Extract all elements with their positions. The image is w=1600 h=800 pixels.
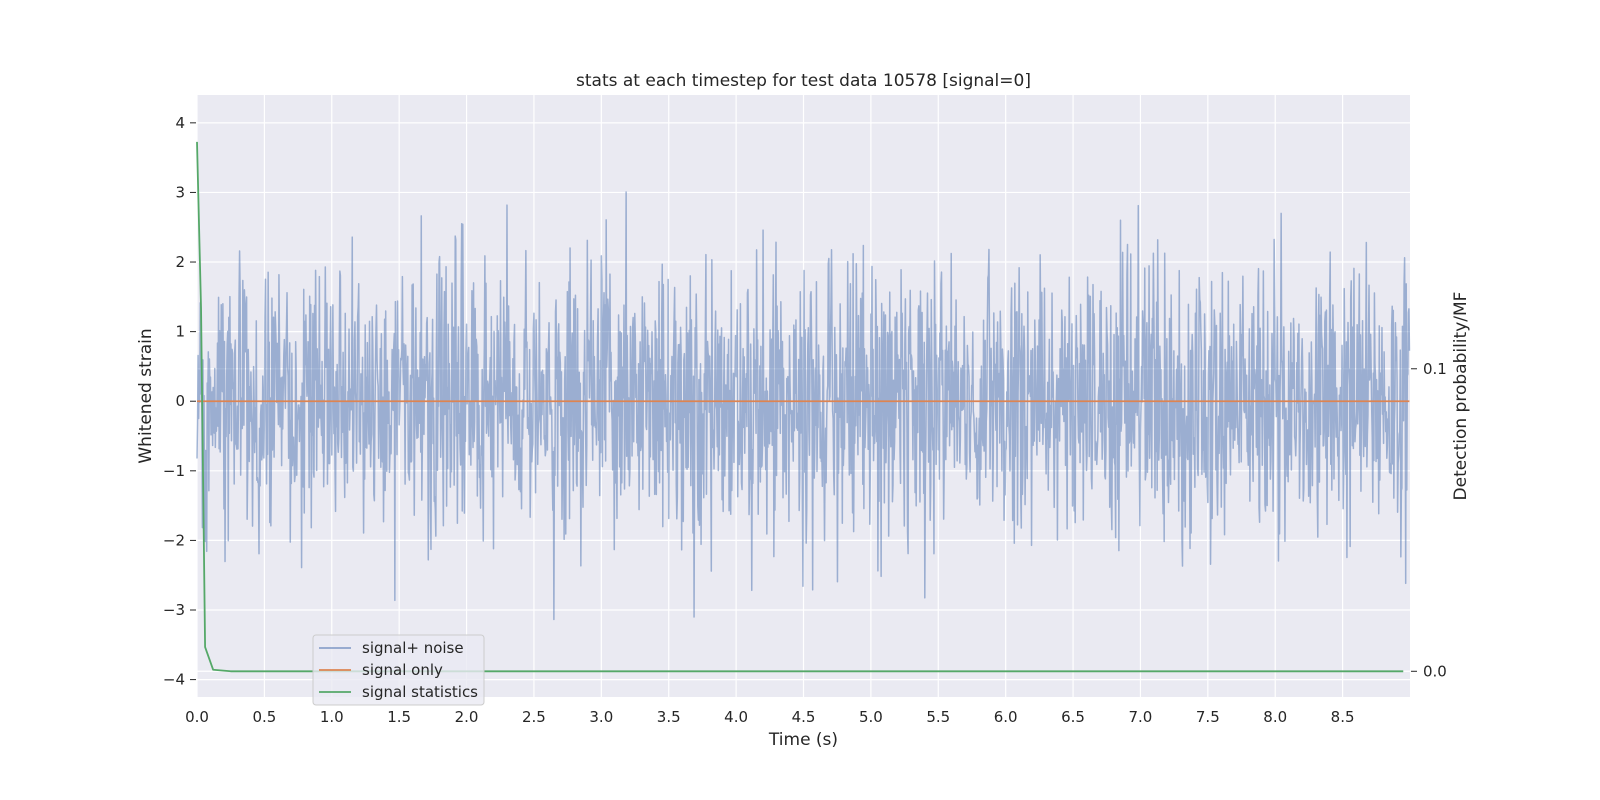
- legend-label: signal only: [362, 661, 443, 679]
- x-tick-label: 6.0: [994, 708, 1018, 726]
- y2-tick-label: 0.1: [1423, 360, 1447, 378]
- legend-items: signal+ noise signal only signal statistic…: [319, 639, 478, 701]
- x-tick-label: 8.5: [1331, 708, 1355, 726]
- y-tick-label: −2: [163, 531, 185, 549]
- y-axis-ticks: −4 −3 −2 −1 0 1 2 3 4: [163, 114, 196, 689]
- x-tick-label: 2.0: [455, 708, 479, 726]
- x-tick-label: 1.0: [320, 708, 344, 726]
- plot-area: [196, 95, 1411, 697]
- x-tick-label: 7.5: [1196, 708, 1220, 726]
- x-tick-label: 7.0: [1129, 708, 1153, 726]
- x-tick-label: 3.5: [657, 708, 681, 726]
- x-axis-ticks: 0.0 0.5 1.0 1.5 2.0 2.5 3.0 3.5 4.0 4.5 5.0 5.5 6.0 6…: [185, 708, 1354, 726]
- y-tick-label: 2: [175, 253, 185, 271]
- x-tick-label: 8.0: [1263, 708, 1287, 726]
- y2-axis-ticks: 0.0 0.1: [1411, 360, 1447, 680]
- legend-label: signal statistics: [362, 683, 478, 701]
- y-tick-label: −4: [163, 671, 185, 689]
- x-axis-label: Time (s): [768, 730, 838, 750]
- x-tick-label: 4.5: [792, 708, 816, 726]
- y-tick-label: 1: [175, 323, 185, 341]
- y-tick-label: −1: [163, 462, 185, 480]
- x-tick-label: 0.0: [185, 708, 209, 726]
- legend-label: signal+ noise: [362, 639, 464, 657]
- y-tick-label: 3: [175, 183, 185, 201]
- chart-title: stats at each timestep for test data 105…: [576, 71, 1031, 91]
- x-tick-label: 6.5: [1061, 708, 1085, 726]
- y-tick-label: −3: [163, 601, 185, 619]
- y-tick-label: 0: [175, 392, 185, 410]
- series-group: [196, 141, 1411, 673]
- x-tick-label: 5.0: [859, 708, 883, 726]
- series-line-signal-noise: [196, 191, 1411, 621]
- x-tick-label: 4.0: [724, 708, 748, 726]
- x-tick-label: 0.5: [252, 708, 276, 726]
- series-line-signal-statistics: [196, 141, 1404, 673]
- x-tick-label: 3.0: [589, 708, 613, 726]
- y-tick-label: 4: [175, 114, 185, 132]
- y-axis-label: Whitened strain: [136, 328, 156, 463]
- legend-box: [312, 634, 485, 706]
- y2-tick-label: 0.0: [1423, 662, 1447, 680]
- y2-axis-label: Detection probability/MF: [1451, 292, 1471, 501]
- x-tick-label: 1.5: [387, 708, 411, 726]
- x-tick-label: 2.5: [522, 708, 546, 726]
- legend: signal+ noise signal only signal statistic…: [312, 634, 485, 706]
- x-tick-label: 5.5: [926, 708, 950, 726]
